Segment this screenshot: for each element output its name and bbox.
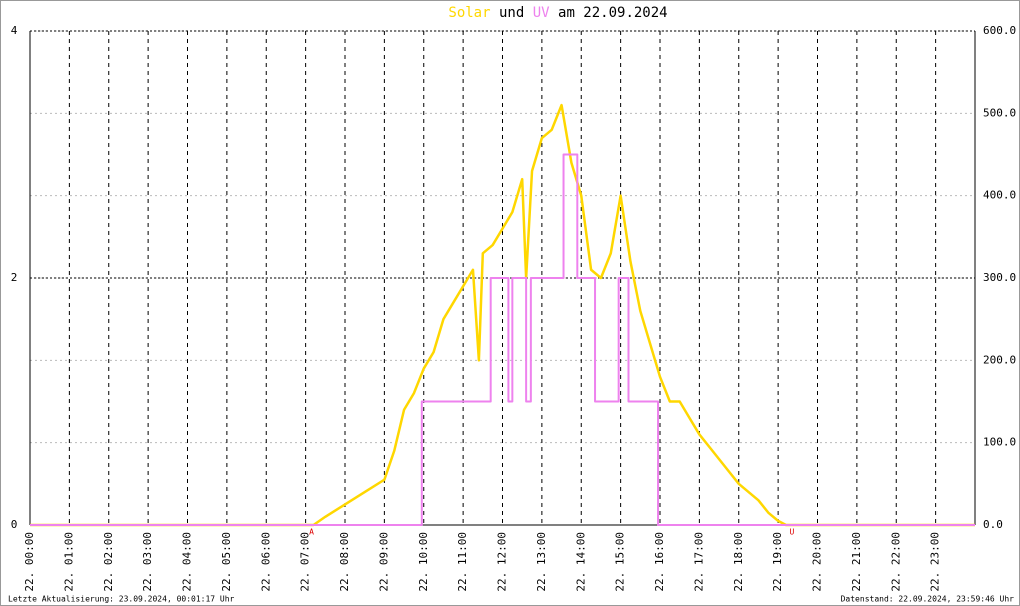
x-tick-label: 22. 07:00	[299, 532, 312, 592]
x-tick-label: 22. 05:00	[220, 532, 233, 592]
footer-right: Datenstand: 22.09.2024, 23:59:46 Uhr	[841, 595, 1015, 604]
chart-title: Solar und UV am 22.09.2024	[448, 5, 667, 21]
x-tick-label: 22. 16:00	[653, 532, 666, 592]
x-tick-label: 22. 17:00	[692, 532, 705, 592]
x-tick-label: 22. 02:00	[102, 532, 115, 592]
title-part: UV	[533, 5, 550, 21]
annotation: U	[789, 528, 794, 537]
series-line	[30, 103, 975, 527]
x-tick-label: 22. 15:00	[614, 532, 627, 592]
y2-tick-label: 0.0	[983, 518, 1003, 531]
x-tick-label: 22. 00:00	[23, 532, 36, 592]
y-tick-label: 0	[11, 518, 18, 531]
footer-left: Letzte Aktualisierung: 23.09.2024, 00:01…	[8, 595, 235, 604]
x-tick-label: 22. 01:00	[62, 532, 75, 592]
x-tick-label: 22. 12:00	[496, 532, 509, 592]
title-part: und	[499, 5, 524, 21]
x-tick-label: 22. 13:00	[535, 532, 548, 592]
x-tick-label: 22. 23:00	[929, 532, 942, 592]
title-part: Solar	[448, 5, 490, 21]
x-tick-label: 22. 09:00	[377, 532, 390, 592]
x-tick-label: 22. 10:00	[417, 532, 430, 592]
y2-tick-label: 400.0	[983, 189, 1016, 202]
x-tick-label: 22. 19:00	[771, 532, 784, 592]
title-part: am 22.09.2024	[558, 5, 668, 21]
y2-tick-label: 600.0	[983, 24, 1016, 37]
y-tick-label: 4	[11, 24, 18, 37]
annotation: A	[309, 528, 314, 537]
y2-tick-label: 200.0	[983, 353, 1016, 366]
y2-tick-label: 100.0	[983, 436, 1016, 449]
x-tick-label: 22. 08:00	[338, 532, 351, 592]
x-tick-label: 22. 21:00	[850, 532, 863, 592]
y2-tick-label: 500.0	[983, 106, 1016, 119]
x-tick-label: 22. 14:00	[574, 532, 587, 592]
y-tick-label: 2	[11, 271, 18, 284]
x-tick-label: 22. 11:00	[456, 532, 469, 592]
y2-tick-label: 300.0	[983, 271, 1016, 284]
series-line	[30, 153, 975, 526]
x-tick-label: 22. 06:00	[259, 532, 272, 592]
x-tick-label: 22. 03:00	[141, 532, 154, 592]
x-tick-label: 22. 20:00	[811, 532, 824, 592]
x-tick-label: 22. 18:00	[732, 532, 745, 592]
x-tick-label: 22. 22:00	[889, 532, 902, 592]
x-tick-label: 22. 04:00	[181, 532, 194, 592]
